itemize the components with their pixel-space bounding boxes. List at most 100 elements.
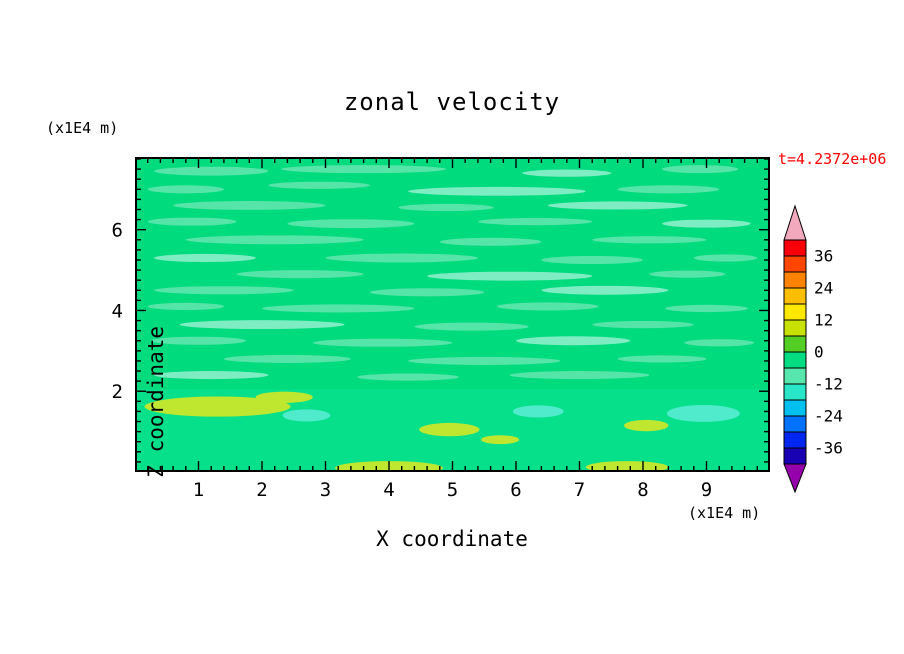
- contour-blob: [147, 302, 224, 311]
- colorbar-arrow-bottom: [783, 463, 807, 494]
- contour-blob: [414, 322, 529, 331]
- colorbar-label: -24: [814, 407, 843, 426]
- colorbar-label: -36: [814, 439, 843, 458]
- contour-blob: [585, 461, 669, 472]
- x-tick-label: 1: [193, 479, 204, 501]
- contour-blob: [282, 409, 331, 422]
- axis-ticks: [136, 158, 769, 471]
- colorbar-cell: [783, 287, 807, 305]
- contour-blob: [522, 169, 612, 177]
- y-axis-unit: (x1E4 m): [46, 119, 119, 137]
- colorbar-label: 24: [814, 279, 833, 298]
- contour-blob: [179, 320, 345, 330]
- y-tick-label: 2: [112, 381, 123, 403]
- time-annotation: t=4.2372e+06: [778, 150, 887, 168]
- contour-blob: [287, 219, 415, 229]
- colorbar: 36 24 12 0 -12 -24 -36: [783, 204, 843, 494]
- contour-blob: [147, 217, 237, 226]
- x-tick-label: 2: [256, 479, 267, 501]
- x-tick-label: 7: [574, 479, 585, 501]
- contour-blob: [154, 371, 269, 380]
- contour-blob: [516, 336, 631, 346]
- contour-blob: [150, 336, 247, 345]
- colorbar-cell: [783, 239, 807, 257]
- contour-blob: [496, 302, 599, 311]
- chart-title: zonal velocity: [343, 88, 561, 116]
- contour-blob: [623, 419, 669, 432]
- y-axis-label: Z coordinate: [143, 326, 168, 478]
- contour-blob: [439, 237, 542, 246]
- contour-blob: [541, 285, 669, 295]
- x-tick-label: 6: [510, 479, 521, 501]
- contour-blob: [408, 356, 561, 365]
- contour-blob: [617, 355, 707, 363]
- contour-blob: [312, 338, 453, 347]
- contour-blob: [592, 320, 694, 329]
- contour-blob: [509, 371, 650, 380]
- colorbar-cell: [783, 415, 807, 433]
- contour-blob: [357, 373, 459, 381]
- colorbar-cell: [783, 431, 807, 449]
- contour-blob: [268, 181, 370, 189]
- contour-blob: [662, 219, 751, 228]
- colorbar-arrow-top: [783, 204, 807, 241]
- contour-blob: [693, 254, 758, 262]
- contour-blob: [255, 391, 313, 403]
- x-tick-label: 4: [383, 479, 394, 501]
- contour-blob: [541, 255, 643, 265]
- contour-blob: [223, 354, 351, 363]
- contour-blob: [662, 165, 739, 174]
- colorbar-cell: [783, 255, 807, 273]
- contour-blob: [408, 186, 586, 196]
- contour-blob: [547, 201, 688, 210]
- colorbar-cell: [783, 319, 807, 337]
- colorbar-cell: [783, 367, 807, 385]
- colorbar-label: 0: [814, 343, 824, 362]
- contour-blob: [262, 304, 415, 313]
- contour-blob: [419, 422, 480, 437]
- contour-blob: [427, 271, 593, 281]
- x-tick-label: 9: [701, 479, 712, 501]
- contour-blob: [649, 270, 726, 278]
- contour-blob: [617, 185, 720, 194]
- contour-blob: [154, 286, 294, 295]
- colorbar-label: -12: [814, 375, 843, 394]
- colorbar-cell: [783, 383, 807, 401]
- contour-blob: [236, 270, 364, 279]
- colorbar-label: 36: [814, 247, 833, 266]
- contour-blob: [398, 203, 494, 212]
- contour-blob: [477, 217, 593, 226]
- contour-blob: [154, 166, 269, 176]
- y-tick-label: 4: [112, 300, 123, 322]
- y-tick-label: 6: [112, 220, 123, 242]
- contour-blob: [185, 235, 364, 245]
- colorbar-label: 12: [814, 311, 833, 330]
- colorbar-cell: [783, 271, 807, 289]
- contour-blob: [369, 288, 485, 297]
- contour-blob: [154, 253, 256, 262]
- x-axis-label: X coordinate: [376, 527, 528, 551]
- colorbar-cell: [783, 447, 807, 465]
- colorbar-cell: [783, 335, 807, 353]
- x-tick-label: 5: [447, 479, 458, 501]
- contour-blob: [684, 339, 755, 347]
- contour-blob: [144, 396, 291, 417]
- contour-blob: [147, 185, 224, 194]
- contour-blob: [325, 253, 478, 263]
- x-tick-label: 3: [320, 479, 331, 501]
- contour-field: [135, 157, 770, 472]
- x-axis-unit: (x1E4 m): [688, 504, 761, 522]
- contour-blob: [592, 236, 707, 244]
- contour-blob: [512, 405, 564, 418]
- colorbar-cell: [783, 303, 807, 321]
- contour-blob: [481, 435, 520, 445]
- colorbar-cell: [783, 351, 807, 369]
- x-tick-label: 8: [637, 479, 648, 501]
- contour-blob: [665, 304, 748, 313]
- contour-blob: [666, 404, 740, 422]
- colorbar-cell: [783, 399, 807, 417]
- contour-blob: [281, 165, 447, 174]
- contour-blob: [173, 201, 326, 210]
